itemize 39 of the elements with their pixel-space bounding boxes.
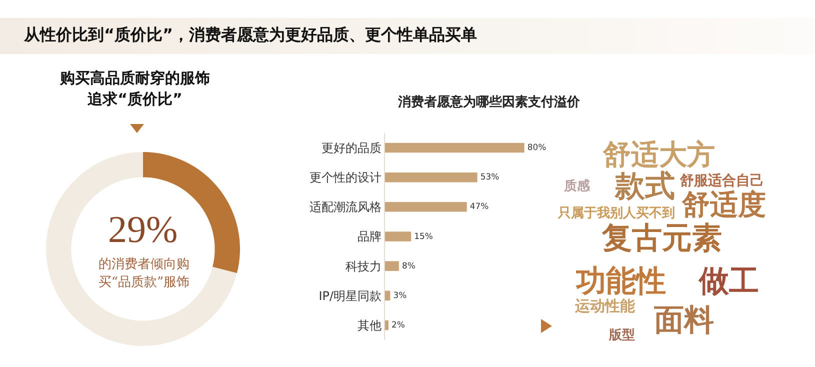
- y-tick-label: 品牌: [358, 230, 382, 244]
- y-tick-label: IP/明星同款: [318, 288, 382, 303]
- text: 的消费者倾向购买“品质款”服饰: [97, 256, 191, 292]
- donut-slice: [46, 152, 237, 346]
- text: 质感: [564, 179, 590, 194]
- bar: [385, 261, 399, 271]
- text: 复古元素: [602, 221, 722, 256]
- text: 运动性能: [575, 297, 635, 315]
- y-tick-label: 其他: [358, 318, 382, 332]
- chart-subtitle: 购买高品质耐穿的服饰追求“质价比”: [58, 68, 211, 110]
- bar: [385, 290, 390, 301]
- y-tick-label: 适配潮流风格: [310, 200, 382, 214]
- data-label: 3%: [393, 290, 407, 300]
- data-label: 47%: [470, 201, 489, 212]
- chart-title: 从性价比到“质价比”，消费者愿意为更好品质、更个性单品买单: [24, 25, 478, 46]
- chart-title: 消费者愿意为哪些因素支付溢价: [397, 94, 581, 110]
- bar: [385, 320, 388, 330]
- bar: [385, 142, 524, 153]
- bar: [385, 172, 478, 182]
- data-label: 2%: [391, 319, 405, 330]
- y-tick-label: 科技力: [346, 259, 382, 274]
- data-label: 15%: [414, 230, 433, 241]
- bar: [385, 232, 412, 242]
- text: 舒适度: [682, 188, 766, 221]
- y-tick-label: 更好的品质: [322, 140, 382, 155]
- text: 舒适大方: [603, 138, 715, 171]
- text: 做工: [699, 264, 759, 299]
- bar: [385, 202, 467, 212]
- data-label: 8%: [402, 260, 416, 270]
- text: 面料: [654, 303, 714, 338]
- data-label: 53%: [480, 172, 500, 182]
- data-label: 80%: [527, 142, 546, 152]
- text: 舒服适合自己: [680, 173, 764, 190]
- data-label: 29%: [108, 209, 178, 251]
- text: 款式: [615, 169, 675, 204]
- text: 版型: [609, 328, 635, 344]
- y-tick-label: 更个性的设计: [310, 170, 382, 185]
- text: 只属于我别人买不到: [558, 206, 675, 222]
- text: 功能性: [576, 264, 666, 299]
